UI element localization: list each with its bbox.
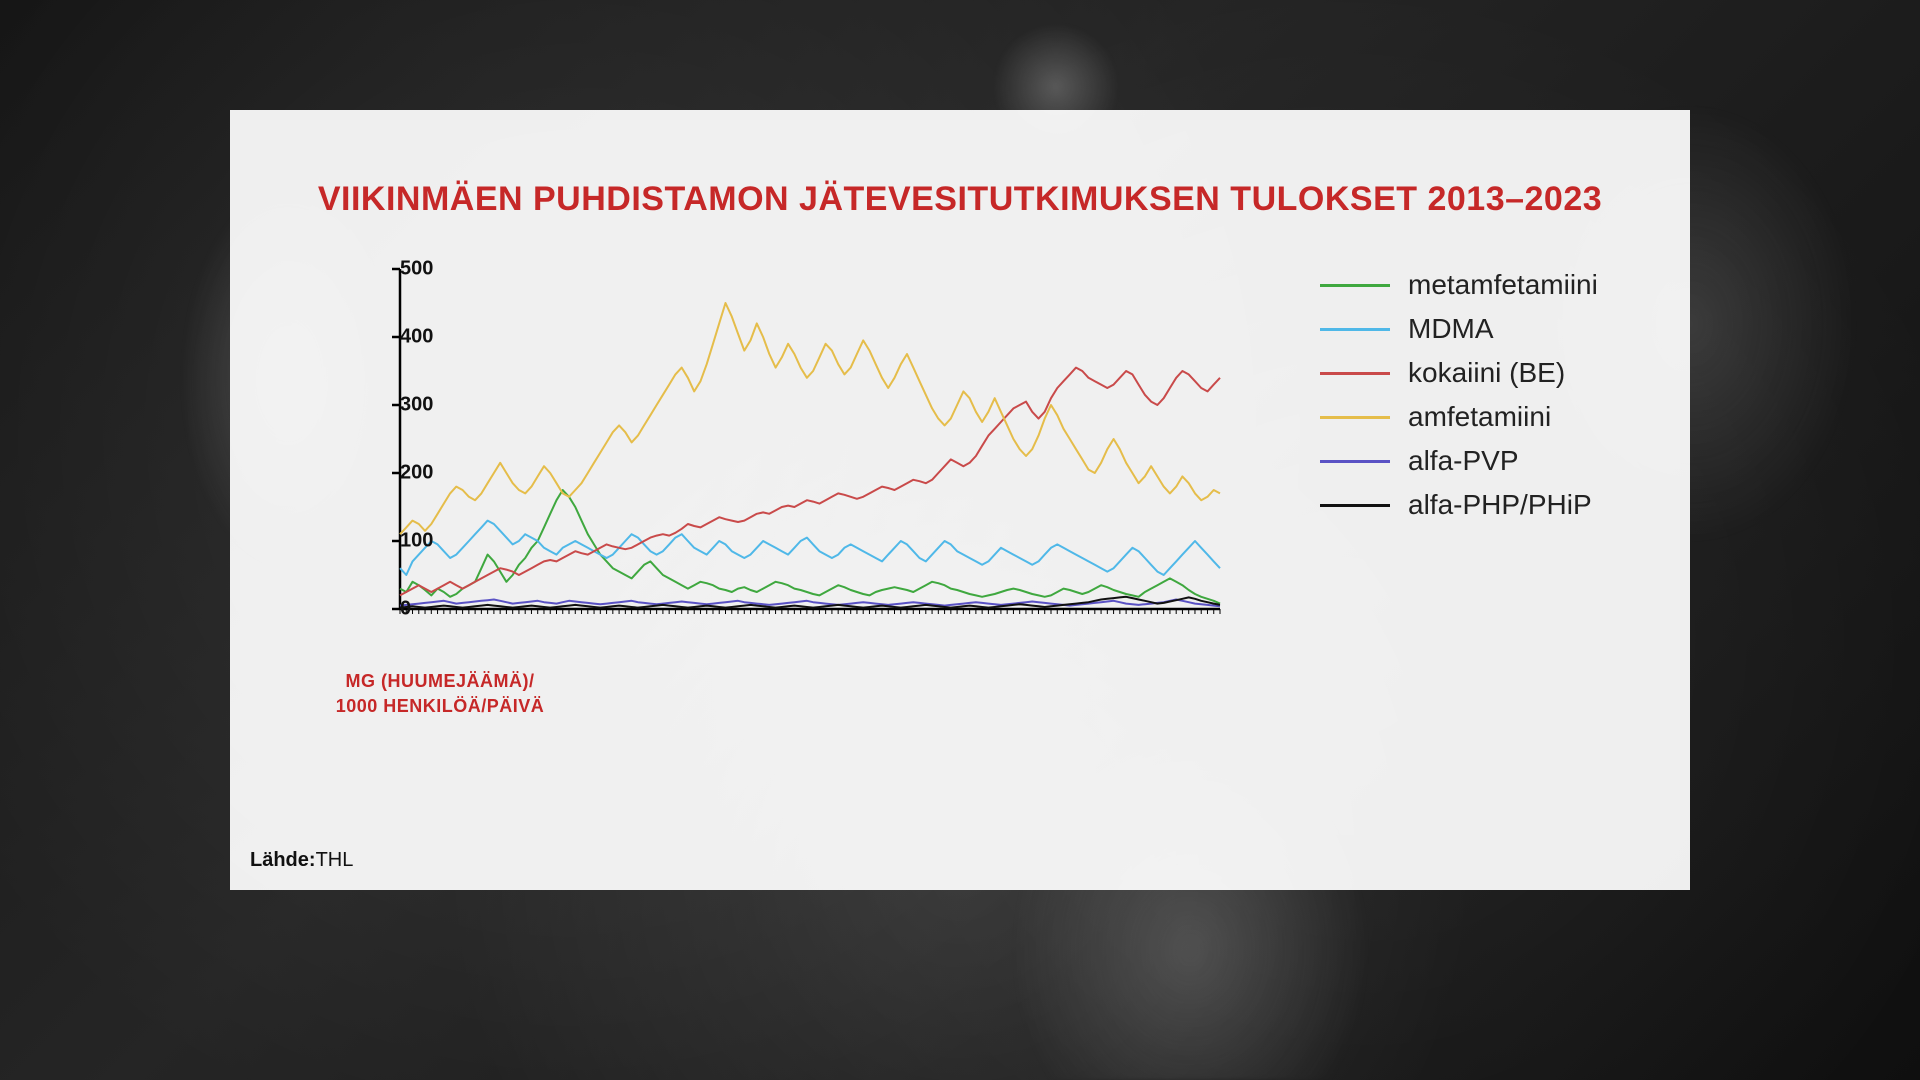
source-attribution: Lähde:THL xyxy=(250,849,353,872)
legend-item: MDMA xyxy=(1320,313,1598,345)
chart-title: VIIKINMÄEN PUHDISTAMON JÄTEVESITUTKIMUKS… xyxy=(270,180,1650,219)
legend-label: alfa-PVP xyxy=(1408,445,1519,477)
legend-item: alfa-PHP/PHiP xyxy=(1320,489,1598,521)
source-label: Lähde: xyxy=(250,849,316,871)
legend-label: amfetamiini xyxy=(1408,401,1551,433)
legend-swatch xyxy=(1320,372,1390,375)
legend-item: metamfetamiini xyxy=(1320,269,1598,301)
legend-label: metamfetamiini xyxy=(1408,269,1598,301)
y-axis-label-line2: 1000 HENKILÖÄ/PÄIVÄ xyxy=(310,694,570,719)
legend-label: alfa-PHP/PHiP xyxy=(1408,489,1592,521)
legend-item: kokaiini (BE) xyxy=(1320,357,1598,389)
source-value: THL xyxy=(316,849,354,871)
series-amfetamiini xyxy=(400,303,1220,534)
chart-plot-area: 0100200300400500 xyxy=(340,259,1260,639)
legend-swatch xyxy=(1320,284,1390,287)
legend-swatch xyxy=(1320,504,1390,507)
legend: metamfetamiini MDMA kokaiini (BE) amfetamii… xyxy=(1320,269,1598,533)
legend-label: MDMA xyxy=(1408,313,1494,345)
legend-label: kokaiini (BE) xyxy=(1408,357,1565,389)
chart-row: 0100200300400500 metamfetamiini MDMA kokai… xyxy=(270,259,1650,639)
y-axis-label-line1: MG (HUUMEJÄÄMÄ)/ xyxy=(310,669,570,694)
legend-item: alfa-PVP xyxy=(1320,445,1598,477)
legend-swatch xyxy=(1320,328,1390,331)
line-chart-svg xyxy=(340,259,1230,639)
legend-swatch xyxy=(1320,460,1390,463)
y-axis-label: MG (HUUMEJÄÄMÄ)/ 1000 HENKILÖÄ/PÄIVÄ xyxy=(310,669,570,719)
series-metamfetamiini xyxy=(400,490,1220,604)
series-MDMA xyxy=(400,521,1220,575)
legend-swatch xyxy=(1320,416,1390,419)
legend-item: amfetamiini xyxy=(1320,401,1598,433)
chart-panel: VIIKINMÄEN PUHDISTAMON JÄTEVESITUTKIMUKS… xyxy=(230,110,1690,890)
